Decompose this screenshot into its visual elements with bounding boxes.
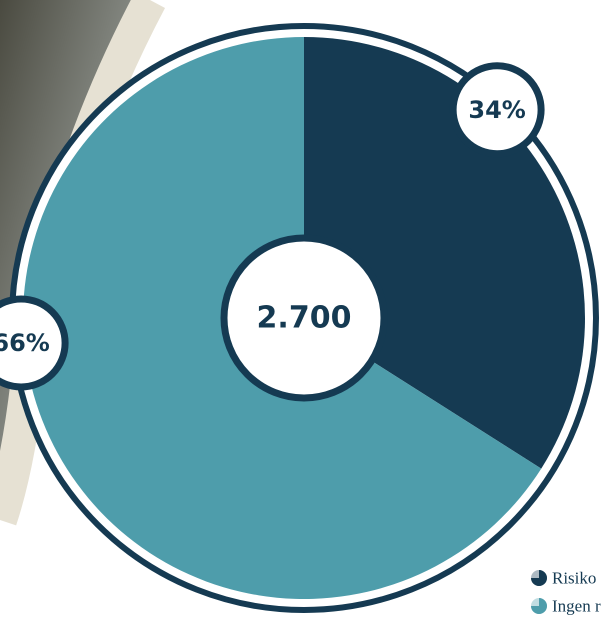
- center-circle: [220, 234, 388, 402]
- center-label: 2.700: [257, 301, 352, 336]
- legend-label: Ingen r: [552, 597, 601, 616]
- legend-icon: [531, 570, 547, 586]
- value-bubble: [0, 295, 69, 391]
- value-label: 66%: [0, 329, 50, 357]
- value-label: 34%: [468, 96, 525, 124]
- legend-icon: [531, 598, 547, 614]
- value-bubble: [449, 62, 545, 158]
- legend-label: Risiko: [552, 569, 596, 588]
- background-photo: [0, 0, 150, 520]
